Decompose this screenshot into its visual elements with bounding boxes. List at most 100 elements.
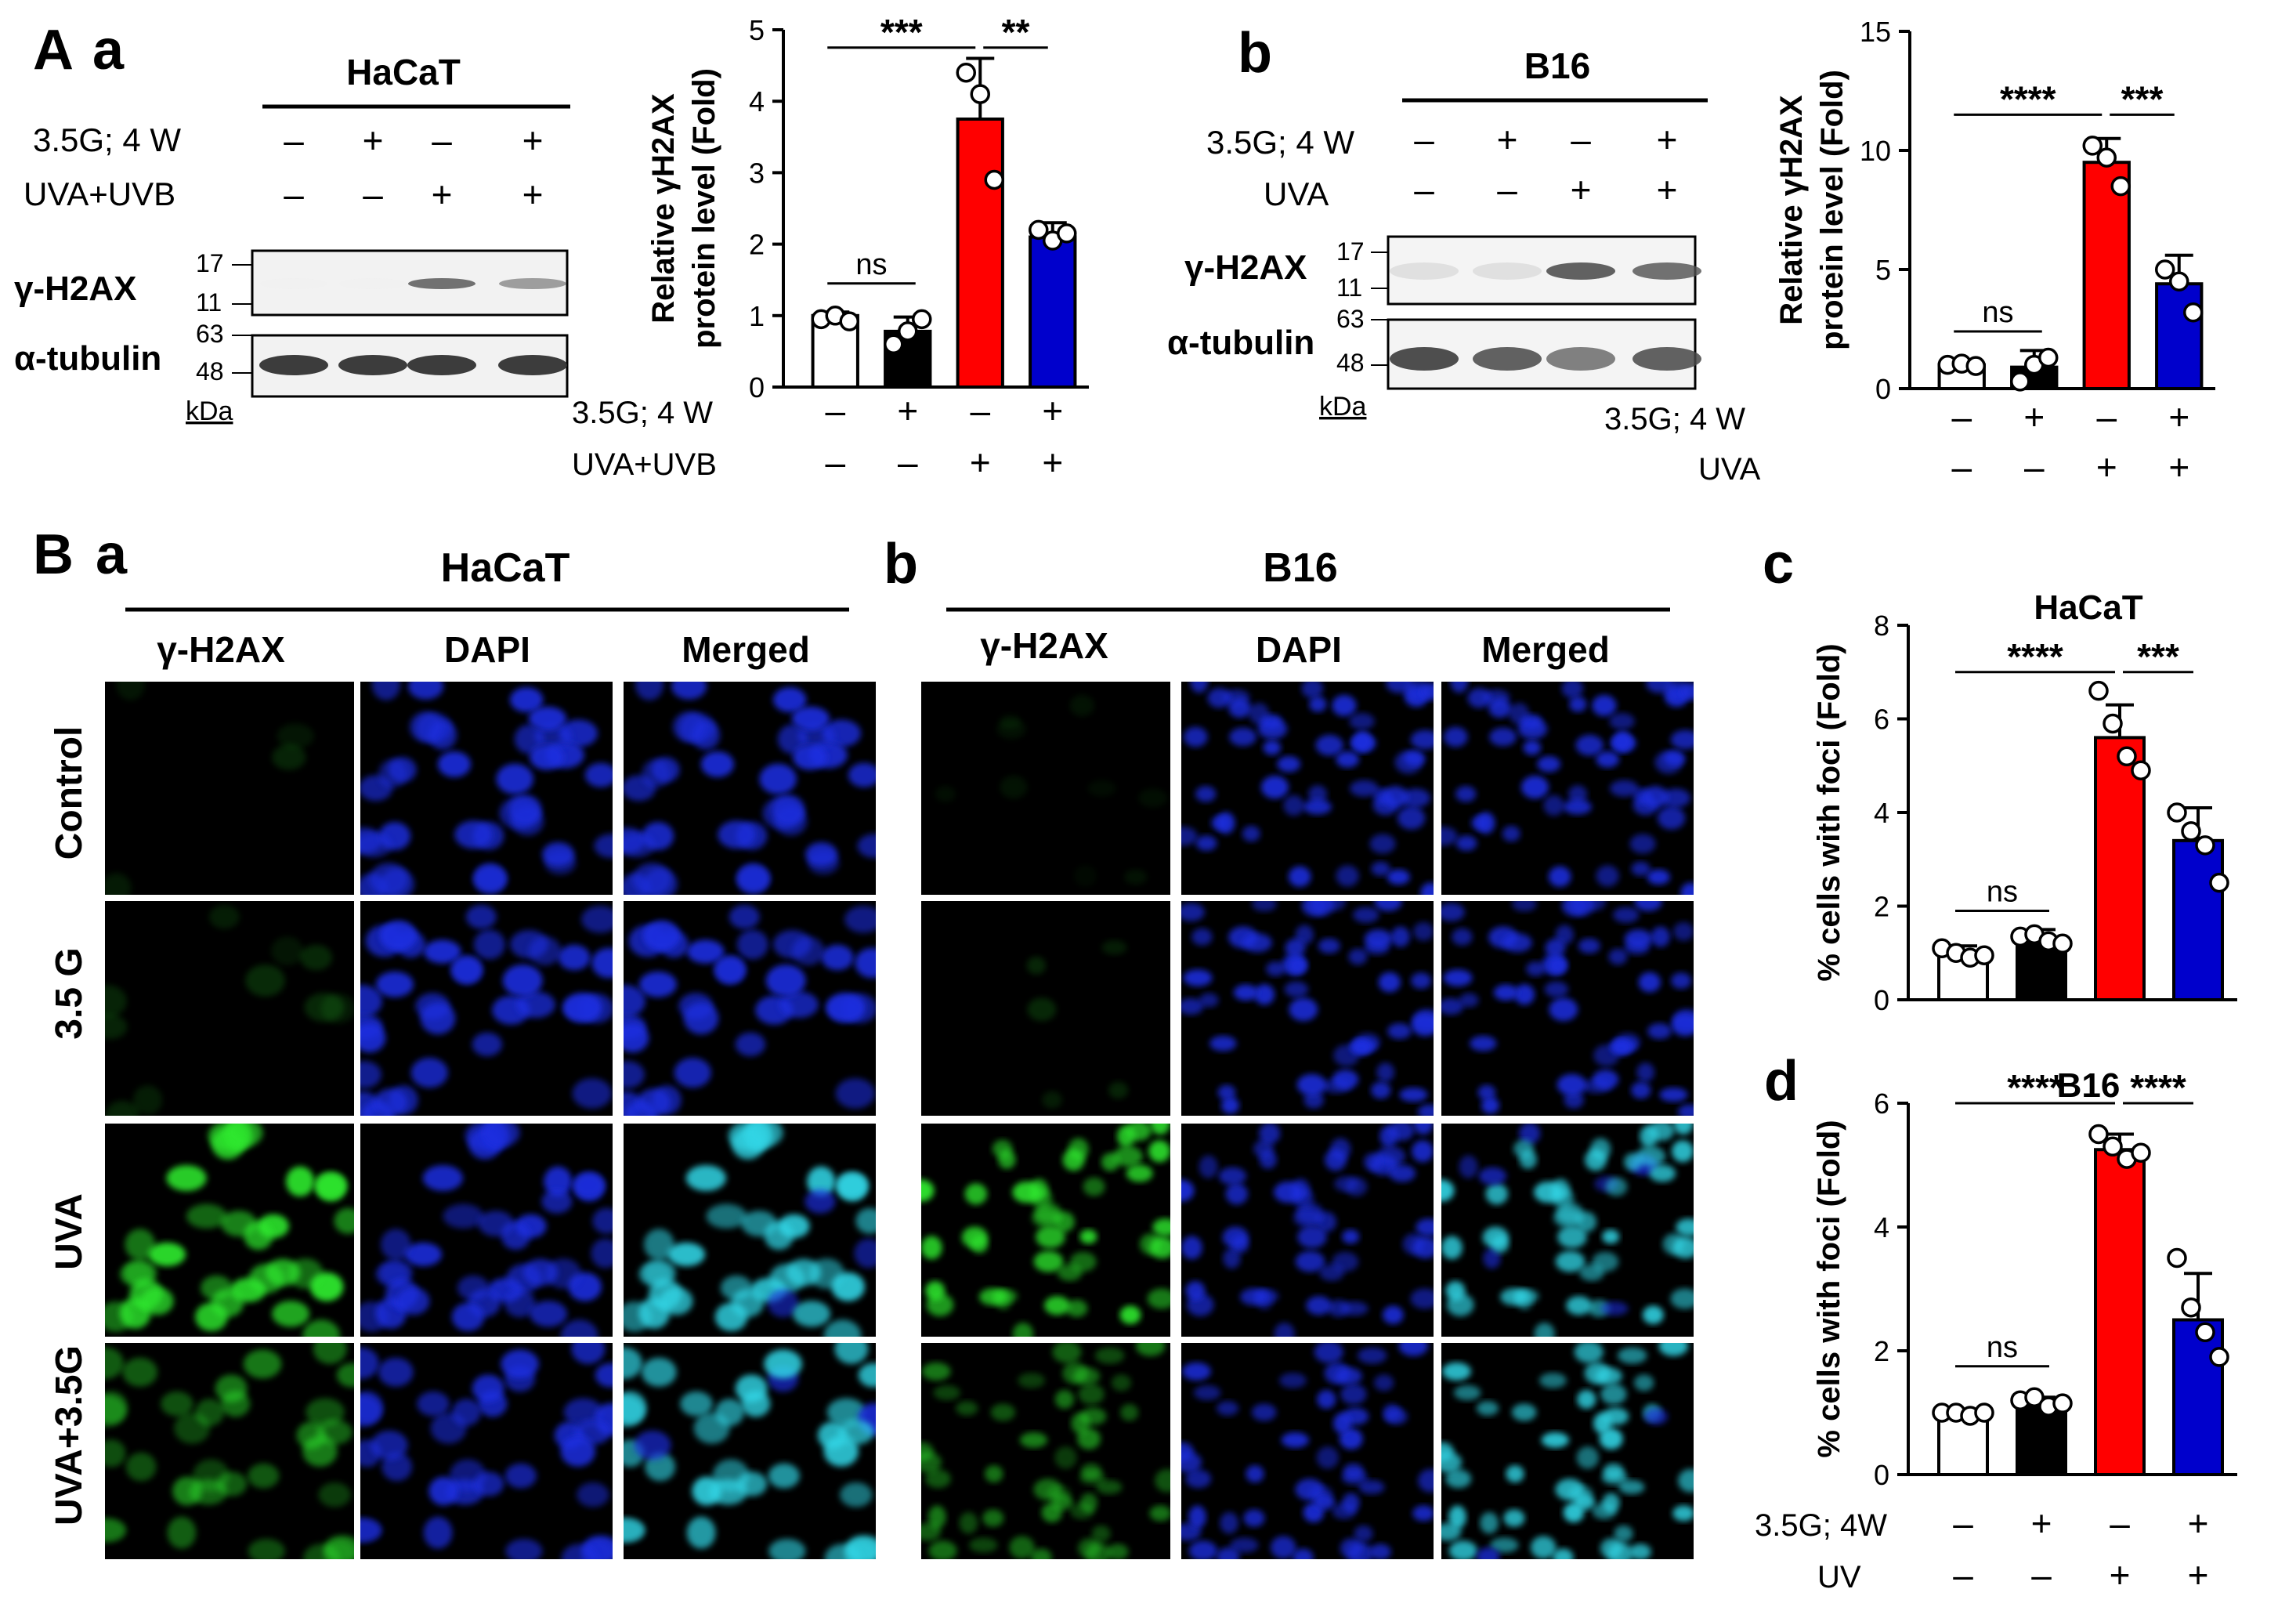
data-point bbox=[970, 84, 990, 104]
micro-nucleus bbox=[1441, 1236, 1463, 1260]
micro-nucleus bbox=[1418, 1468, 1434, 1493]
treat1-label: 3.5G; 4W bbox=[1755, 1508, 1887, 1543]
micro-nucleus bbox=[1605, 1177, 1628, 1196]
micro-cells bbox=[921, 1343, 1170, 1559]
micro-nucleus bbox=[1416, 1218, 1434, 1236]
micro-nucleus bbox=[1520, 775, 1549, 799]
micro-nucleus bbox=[313, 1343, 347, 1364]
micro-nucleus bbox=[1042, 1091, 1062, 1109]
western-b-gh2ax-band-2 bbox=[1546, 262, 1615, 280]
micro-nucleus bbox=[1614, 1525, 1633, 1542]
chart-Ab: 0 5 10 15 Relative γH2AX protein level (Fold)… bbox=[1604, 16, 2215, 487]
micro-nucleus bbox=[105, 1518, 126, 1543]
western-a-tubulin-band-0 bbox=[259, 355, 328, 375]
micro-nucleus bbox=[1582, 1079, 1611, 1094]
micro-nucleus bbox=[1376, 1146, 1406, 1167]
micro-nucleus bbox=[1618, 1479, 1645, 1495]
micro-nucleus bbox=[1246, 1465, 1264, 1483]
micro-row-label-0: Control bbox=[49, 726, 90, 860]
western-a-t2-sign-3: + bbox=[522, 174, 544, 215]
micro-nucleus bbox=[660, 1287, 693, 1316]
bar-2 bbox=[2082, 161, 2131, 390]
micro-cells bbox=[105, 1343, 354, 1559]
micro-nucleus bbox=[105, 873, 132, 895]
micro-nucleus bbox=[1183, 726, 1208, 747]
micro-nucleus bbox=[840, 1482, 873, 1507]
micro-tile-r1-c3 bbox=[921, 901, 1170, 1116]
micro-nucleus bbox=[1680, 882, 1694, 895]
micro-nucleus bbox=[1441, 1179, 1455, 1202]
micro-nucleus bbox=[528, 936, 562, 966]
micro-row-label-1: 3.5 G bbox=[49, 947, 90, 1039]
micro-nucleus bbox=[1387, 1022, 1412, 1040]
panel-label-B-c: c bbox=[1763, 533, 1794, 595]
micro-nucleus bbox=[360, 833, 392, 858]
micro-nucleus bbox=[410, 1057, 448, 1088]
data-point bbox=[1974, 1403, 1994, 1423]
western-b-unit: kDa bbox=[1319, 392, 1367, 422]
micro-nucleus bbox=[1270, 1536, 1296, 1559]
micro-nucleus bbox=[1193, 1384, 1221, 1401]
y-tick-label: 10 bbox=[1860, 135, 1891, 167]
micro-nucleus bbox=[1283, 794, 1304, 816]
micro-nucleus bbox=[1371, 861, 1390, 876]
micro-nucleus bbox=[1578, 938, 1600, 954]
micro-nucleus bbox=[105, 985, 127, 1018]
western-b-treat1-label: 3.5G; 4 W bbox=[1206, 124, 1354, 161]
micro-nucleus bbox=[805, 1189, 836, 1214]
micro-nucleus bbox=[821, 944, 854, 971]
micro-nucleus bbox=[793, 744, 827, 770]
micro-nucleus bbox=[1310, 901, 1336, 916]
micro-nucleus bbox=[1502, 825, 1520, 842]
micro-nucleus bbox=[226, 1124, 263, 1147]
micro-nucleus bbox=[505, 1538, 543, 1559]
y-axis-label: Relative γH2AX bbox=[1774, 95, 1809, 325]
micro-nucleus bbox=[1274, 1181, 1303, 1203]
micro-nucleus bbox=[1126, 1164, 1153, 1182]
micro-nucleus bbox=[1336, 751, 1360, 768]
micro-nucleus bbox=[1333, 1412, 1352, 1435]
micro-nucleus bbox=[925, 1281, 946, 1301]
treat1-sign: + bbox=[1042, 390, 1063, 431]
data-point bbox=[884, 334, 904, 355]
micro-nucleus bbox=[1623, 1153, 1642, 1171]
micro-nucleus bbox=[624, 1518, 645, 1543]
micro-nucleus bbox=[1033, 1250, 1064, 1272]
micro-nucleus bbox=[116, 682, 145, 700]
micro-nucleus bbox=[978, 1288, 1007, 1306]
micro-cells bbox=[1441, 1124, 1694, 1337]
micro-nucleus bbox=[1649, 1124, 1675, 1142]
panel-label-B-d: d bbox=[1764, 1050, 1799, 1113]
micro-nucleus bbox=[277, 723, 314, 749]
micro-nucleus bbox=[360, 1347, 379, 1380]
micro-nucleus bbox=[1281, 1432, 1309, 1448]
micro-nucleus bbox=[1602, 1229, 1620, 1244]
micro-nucleus bbox=[1576, 1446, 1600, 1469]
micro-nucleus bbox=[1148, 1140, 1170, 1163]
micro-nucleus bbox=[1335, 1367, 1362, 1385]
micro-nucleus bbox=[1336, 865, 1359, 887]
panel-label-B: B bbox=[33, 523, 74, 586]
micro-nucleus bbox=[1636, 1062, 1655, 1082]
micro-nucleus bbox=[1350, 780, 1379, 797]
micro-nucleus bbox=[1390, 926, 1411, 947]
micro-nucleus bbox=[1441, 997, 1464, 1015]
micro-nucleus bbox=[167, 1516, 197, 1549]
micro-nucleus bbox=[1339, 1428, 1363, 1450]
micro-cells bbox=[105, 1124, 354, 1337]
micro-cells bbox=[1181, 682, 1434, 895]
micro-nucleus bbox=[1413, 1124, 1434, 1135]
micro-nucleus bbox=[1557, 1225, 1587, 1249]
treat1-sign: + bbox=[2023, 396, 2045, 437]
micro-nucleus bbox=[1445, 1281, 1466, 1301]
micro-nucleus bbox=[982, 1509, 1004, 1527]
micro-nucleus bbox=[200, 1275, 233, 1301]
micro-nucleus bbox=[1199, 993, 1219, 1008]
micro-nucleus bbox=[807, 1166, 836, 1197]
micro-nucleus bbox=[216, 1471, 248, 1497]
micro-nucleus bbox=[248, 1538, 285, 1559]
chart-title: HaCaT bbox=[2034, 588, 2142, 627]
western-a-unit: kDa bbox=[186, 396, 233, 426]
micro-nucleus bbox=[1389, 1164, 1416, 1182]
micro-nucleus bbox=[1489, 727, 1517, 747]
